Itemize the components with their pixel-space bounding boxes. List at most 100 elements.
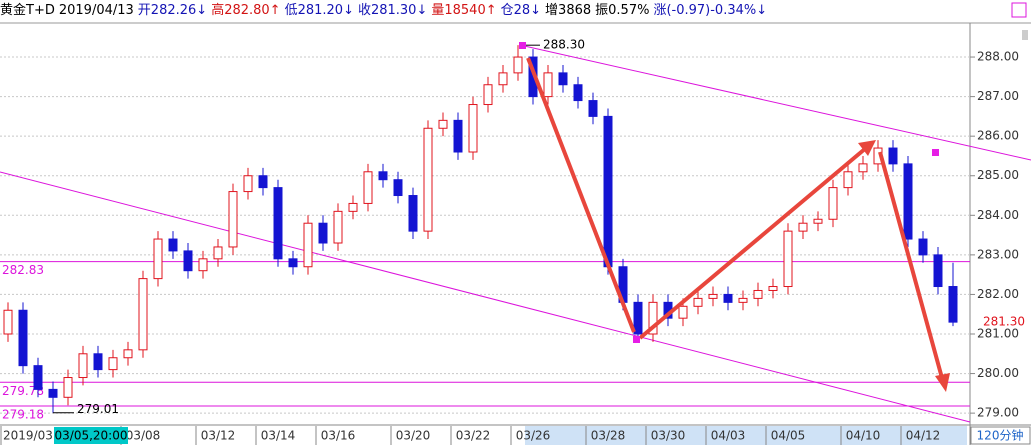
y-tick-label: 285.00 (977, 168, 1019, 182)
candle-body (708, 293, 718, 299)
y-tick-label: 287.00 (977, 89, 1019, 103)
candle-body (33, 365, 43, 390)
window-icon[interactable] (1011, 2, 1027, 18)
info-item: 增3868 (545, 3, 592, 18)
reference-label: 282.83 (2, 263, 44, 277)
info-item: 收281.30↓ (357, 3, 428, 18)
candle-body (288, 258, 298, 268)
candle-body (933, 254, 943, 288)
x-tick-label: 03/20 (396, 429, 431, 443)
candle-body (558, 72, 568, 86)
y-tick-label: 288.00 (977, 50, 1019, 64)
info-item: 涨(-0.97)-0.34%↓ (653, 3, 768, 18)
period-label: 120分钟 (977, 428, 1024, 443)
cursor-box (54, 427, 128, 444)
x-axis: 2019/03 03/08 03/12 03/14 03/16 03/20 03/22 03/… (0, 426, 941, 445)
x-tick-label: 03/08 (126, 429, 161, 443)
info-item: 开282.26↓ (137, 3, 208, 18)
candle-body (693, 297, 703, 307)
candle-body (153, 238, 163, 280)
x-tick-label: 03/30 (651, 429, 686, 443)
marker (932, 149, 939, 156)
candle-body (603, 115, 613, 268)
candle-body (273, 187, 283, 260)
grid: 279.00 280.00 281.00 282.00 283.00 284.00 285.… (0, 50, 1019, 420)
side-icon (1022, 30, 1028, 40)
x-tick-label: 04/05 (771, 429, 806, 443)
candle-body (243, 175, 253, 193)
x-tick-label: 04/10 (846, 429, 881, 443)
candle-body (138, 278, 148, 351)
candle-body (258, 175, 268, 189)
y-tick-label: 281.00 (977, 327, 1019, 341)
candle-body (408, 195, 418, 232)
candle-body (423, 127, 433, 232)
candle-body (453, 119, 463, 153)
candle-body (888, 147, 898, 165)
candle-body (303, 222, 313, 268)
candle-body (393, 179, 403, 197)
candle-body (348, 202, 358, 212)
candle-body (768, 286, 778, 291)
candle-body (438, 119, 448, 129)
marker (519, 42, 526, 49)
candle-body (123, 349, 133, 359)
candle-body (483, 84, 493, 106)
x-tick-label: 03/16 (321, 429, 356, 443)
info-item: 仓28↓ (500, 3, 542, 18)
marker (633, 336, 640, 343)
candle-body (93, 353, 103, 371)
candle-body (213, 246, 223, 260)
y-tick-label: 280.00 (977, 366, 1019, 380)
candle-body (513, 56, 523, 74)
info-item: 低281.20↓ (284, 3, 354, 18)
candle-body (738, 297, 748, 303)
candle-body (3, 309, 13, 335)
candle-body (798, 222, 808, 232)
info-item: 量18540↑ (431, 3, 497, 18)
candle-body (753, 289, 763, 299)
header: 黄金T+D 2019/04/13 开282.26↓ 高282.80↑ 低281.20↓ 收… (0, 0, 1031, 22)
candle-body (468, 104, 478, 153)
x-tick-label: 03/22 (456, 429, 491, 443)
candle-body (723, 293, 733, 303)
candle-body (498, 72, 508, 86)
candle-body (378, 171, 388, 181)
info-item: 高282.80↑ (211, 3, 281, 18)
arrows (526, 57, 950, 392)
y-tick-label: 279.00 (977, 406, 1019, 420)
candle-body (318, 222, 328, 244)
x-tick-label: 04/03 (711, 429, 746, 443)
candles (3, 45, 958, 413)
title: 黄金T+D (0, 3, 55, 18)
candle-body (78, 353, 88, 379)
candle-body (48, 388, 58, 398)
candle-body (63, 377, 73, 398)
x-tick-label: 03/12 (201, 429, 236, 443)
trend-line (519, 44, 1031, 161)
axis-band (525, 426, 967, 445)
candle-body (903, 163, 913, 240)
cursor-label: 03/05,20:00 (55, 429, 128, 443)
x-tick-label: 04/12 (906, 429, 941, 443)
x-tick-label: 03/28 (591, 429, 626, 443)
annotations: 288.30 279.01 281.30 (53, 38, 1025, 416)
y-tick-label: 284.00 (977, 208, 1019, 222)
candle-body (228, 191, 238, 248)
candle-body (813, 218, 823, 224)
candle-body (573, 84, 583, 102)
peak-label: 288.30 (543, 38, 585, 52)
candle-body (843, 171, 853, 189)
y-tick-label: 283.00 (977, 247, 1019, 261)
candle-body (633, 301, 643, 335)
info-item: 振0.57% (595, 3, 650, 18)
y-tick-label: 282.00 (977, 287, 1019, 301)
candle-body (108, 357, 118, 371)
x-tick-label: 03/14 (261, 429, 296, 443)
trough-label: 279.01 (77, 402, 119, 416)
y-tick-label: 286.00 (977, 129, 1019, 143)
candle-body (783, 230, 793, 288)
